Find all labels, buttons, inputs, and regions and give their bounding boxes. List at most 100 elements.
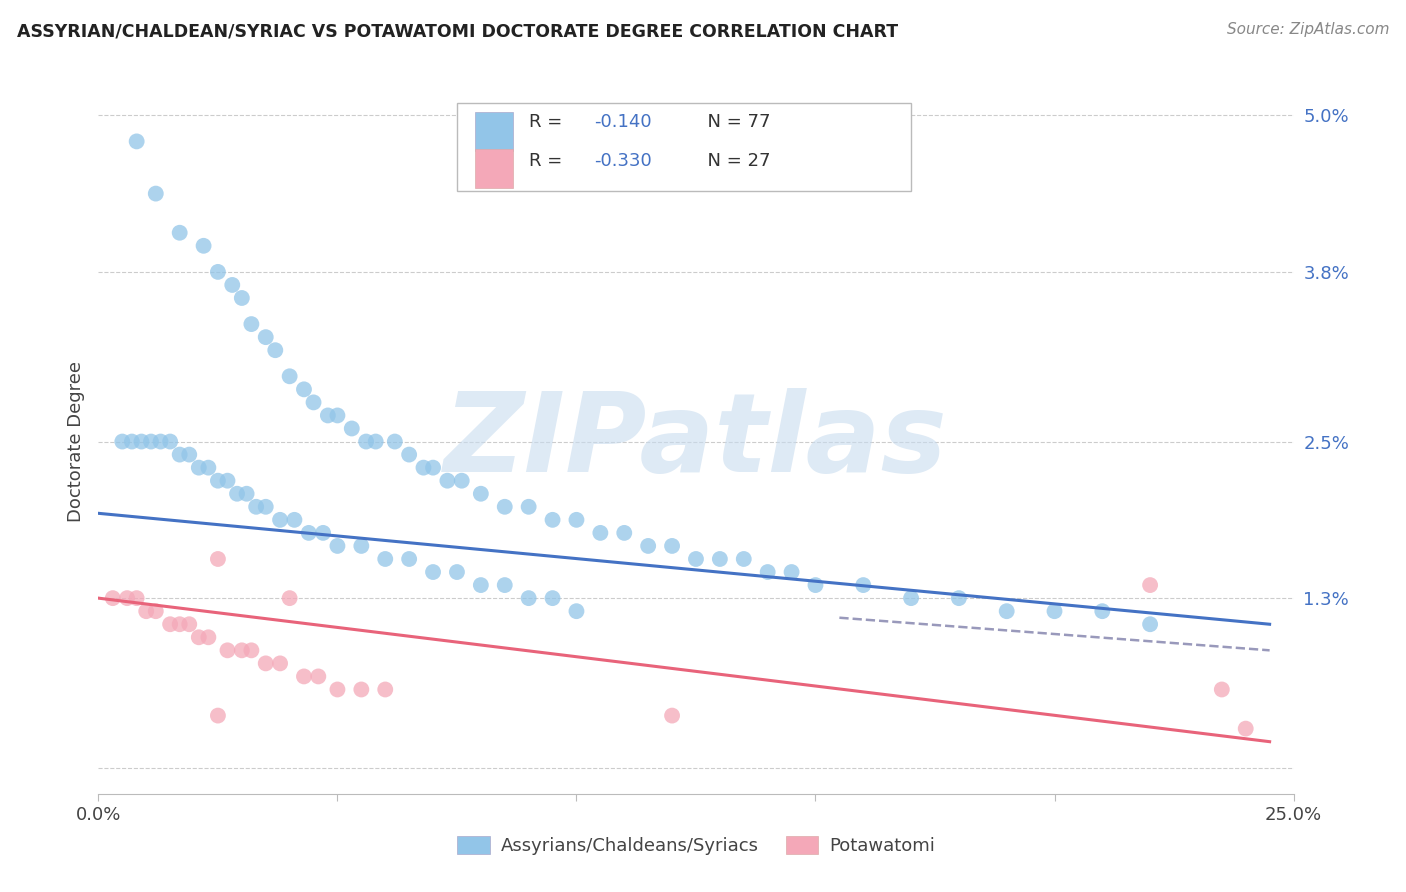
Point: [292, 382, 315, 396]
Point: [139, 434, 162, 449]
Text: ASSYRIAN/CHALDEAN/SYRIAC VS POTAWATOMI DOCTORATE DEGREE CORRELATION CHART: ASSYRIAN/CHALDEAN/SYRIAC VS POTAWATOMI D…: [17, 22, 898, 40]
Point: [312, 525, 335, 540]
Point: [207, 265, 229, 279]
Point: [221, 277, 243, 292]
Point: [187, 630, 209, 644]
Y-axis label: Doctorate Degree: Doctorate Degree: [66, 361, 84, 522]
Point: [1043, 604, 1066, 618]
Point: [264, 343, 287, 358]
Point: [436, 474, 458, 488]
Point: [159, 617, 181, 632]
Point: [450, 474, 472, 488]
Point: [207, 474, 229, 488]
Point: [804, 578, 827, 592]
FancyBboxPatch shape: [457, 103, 911, 192]
Point: [240, 643, 263, 657]
Point: [187, 460, 209, 475]
Point: [207, 708, 229, 723]
Point: [422, 460, 444, 475]
Point: [302, 395, 325, 409]
Point: [278, 591, 301, 606]
Point: [125, 591, 148, 606]
Point: [900, 591, 922, 606]
Point: [207, 552, 229, 566]
Point: [226, 487, 249, 501]
Point: [145, 186, 167, 201]
Point: [412, 460, 434, 475]
Text: -0.140: -0.140: [595, 113, 652, 131]
Point: [948, 591, 970, 606]
Point: [217, 474, 239, 488]
Point: [733, 552, 755, 566]
Point: [637, 539, 659, 553]
Point: [254, 500, 277, 514]
Point: [852, 578, 875, 592]
Text: R =: R =: [529, 113, 568, 131]
Point: [269, 513, 291, 527]
Point: [254, 657, 277, 671]
Point: [517, 500, 540, 514]
Point: [326, 539, 349, 553]
Point: [350, 682, 373, 697]
Point: [292, 669, 315, 683]
Point: [145, 604, 167, 618]
Point: [470, 578, 492, 592]
Point: [661, 539, 683, 553]
Point: [115, 591, 138, 606]
Point: [278, 369, 301, 384]
Text: R =: R =: [529, 152, 568, 170]
Point: [494, 500, 516, 514]
Point: [1091, 604, 1114, 618]
Text: N = 27: N = 27: [696, 152, 770, 170]
Point: [1211, 682, 1233, 697]
Point: [169, 617, 191, 632]
Point: [541, 513, 564, 527]
Point: [1234, 722, 1257, 736]
Text: -0.330: -0.330: [595, 152, 652, 170]
Point: [159, 434, 181, 449]
Point: [131, 434, 153, 449]
Point: [995, 604, 1018, 618]
Point: [494, 578, 516, 592]
Point: [307, 669, 329, 683]
Point: [269, 657, 291, 671]
Point: [193, 239, 215, 253]
Point: [422, 565, 444, 579]
Point: [240, 317, 263, 331]
Point: [111, 434, 134, 449]
Point: [231, 291, 253, 305]
Point: [217, 643, 239, 657]
Point: [446, 565, 468, 579]
Point: [374, 552, 396, 566]
Point: [121, 434, 143, 449]
Point: [589, 525, 612, 540]
Point: [316, 409, 339, 423]
Text: ZIPatlas: ZIPatlas: [444, 388, 948, 495]
Point: [565, 604, 588, 618]
Point: [326, 682, 349, 697]
Point: [231, 643, 253, 657]
Point: [298, 525, 321, 540]
Point: [125, 135, 148, 149]
Point: [326, 409, 349, 423]
Point: [283, 513, 305, 527]
Point: [517, 591, 540, 606]
Point: [565, 513, 588, 527]
Point: [179, 448, 201, 462]
Point: [1139, 578, 1161, 592]
Point: [245, 500, 267, 514]
Point: [470, 487, 492, 501]
Point: [374, 682, 396, 697]
Point: [364, 434, 387, 449]
Point: [101, 591, 124, 606]
Point: [169, 226, 191, 240]
Point: [685, 552, 707, 566]
Point: [398, 552, 420, 566]
Point: [169, 448, 191, 462]
Point: [398, 448, 420, 462]
Point: [135, 604, 157, 618]
Point: [340, 421, 363, 435]
Point: [149, 434, 172, 449]
Point: [179, 617, 201, 632]
Point: [350, 539, 373, 553]
